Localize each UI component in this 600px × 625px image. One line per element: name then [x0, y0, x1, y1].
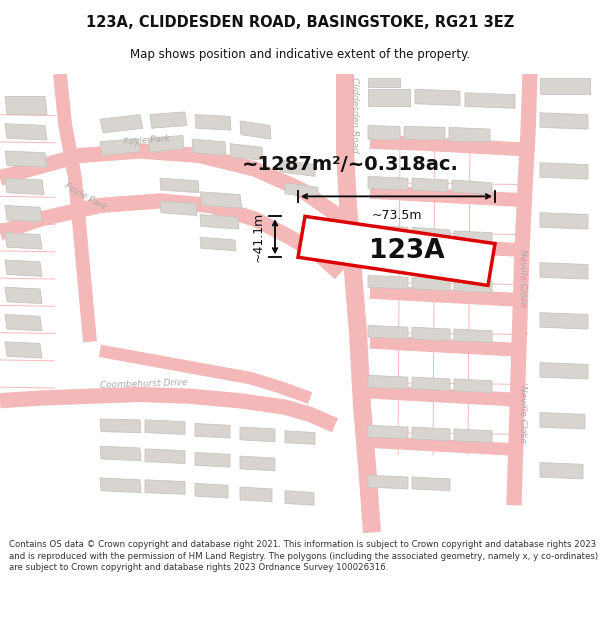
Text: 123A, CLIDDESDEN ROAD, BASINGSTOKE, RG21 3EZ: 123A, CLIDDESDEN ROAD, BASINGSTOKE, RG21…: [86, 14, 514, 29]
Polygon shape: [368, 425, 408, 439]
Polygon shape: [145, 420, 185, 434]
Polygon shape: [454, 231, 492, 244]
Polygon shape: [160, 201, 197, 216]
Polygon shape: [145, 480, 185, 494]
Polygon shape: [195, 484, 228, 498]
Polygon shape: [368, 176, 408, 190]
Polygon shape: [5, 260, 42, 276]
Polygon shape: [160, 178, 199, 192]
Polygon shape: [240, 121, 271, 139]
Polygon shape: [368, 376, 408, 389]
Polygon shape: [100, 446, 141, 461]
Polygon shape: [540, 462, 583, 479]
Polygon shape: [368, 126, 400, 140]
Polygon shape: [540, 78, 590, 94]
Polygon shape: [368, 326, 408, 339]
Polygon shape: [200, 192, 242, 208]
Text: Foyle Park: Foyle Park: [124, 134, 170, 147]
Polygon shape: [412, 228, 450, 241]
Polygon shape: [285, 431, 315, 444]
Polygon shape: [280, 160, 315, 176]
Polygon shape: [412, 477, 450, 491]
Polygon shape: [412, 377, 450, 391]
Polygon shape: [100, 138, 140, 156]
Polygon shape: [200, 238, 236, 251]
Polygon shape: [412, 328, 450, 341]
Polygon shape: [540, 262, 588, 279]
Polygon shape: [404, 126, 445, 140]
Polygon shape: [540, 312, 588, 329]
Polygon shape: [230, 144, 263, 160]
Polygon shape: [100, 478, 141, 492]
Polygon shape: [240, 427, 275, 442]
Polygon shape: [285, 182, 318, 198]
Polygon shape: [540, 213, 588, 229]
Polygon shape: [412, 278, 450, 291]
Polygon shape: [368, 78, 400, 88]
Polygon shape: [148, 136, 184, 152]
Text: Neville Close: Neville Close: [518, 386, 527, 443]
Polygon shape: [5, 232, 42, 249]
Polygon shape: [298, 216, 495, 286]
Polygon shape: [285, 491, 314, 505]
Polygon shape: [195, 114, 231, 130]
Polygon shape: [540, 412, 585, 429]
Polygon shape: [465, 93, 515, 108]
Text: Neville Close: Neville Close: [518, 249, 527, 307]
Text: ~41.1m: ~41.1m: [252, 212, 265, 262]
Polygon shape: [150, 112, 187, 128]
Text: 123A: 123A: [368, 238, 445, 264]
Polygon shape: [200, 214, 239, 229]
Text: ~73.5m: ~73.5m: [371, 209, 422, 222]
Polygon shape: [5, 124, 47, 140]
Polygon shape: [5, 288, 42, 304]
Text: Contains OS data © Crown copyright and database right 2021. This information is : Contains OS data © Crown copyright and d…: [9, 540, 598, 572]
Polygon shape: [449, 127, 490, 142]
Polygon shape: [452, 180, 492, 194]
Polygon shape: [540, 112, 588, 129]
Polygon shape: [5, 342, 42, 358]
Polygon shape: [145, 449, 185, 464]
Polygon shape: [5, 206, 42, 222]
Polygon shape: [368, 226, 408, 239]
Text: Map shows position and indicative extent of the property.: Map shows position and indicative extent…: [130, 48, 470, 61]
Polygon shape: [240, 487, 272, 502]
Polygon shape: [454, 279, 492, 292]
Polygon shape: [100, 419, 141, 432]
Text: Foyle Park: Foyle Park: [62, 181, 107, 212]
Polygon shape: [195, 424, 230, 438]
Polygon shape: [454, 329, 492, 342]
Polygon shape: [368, 89, 410, 106]
Polygon shape: [195, 452, 230, 467]
Polygon shape: [454, 379, 492, 392]
Text: Cliddesden Road: Cliddesden Road: [349, 77, 359, 152]
Polygon shape: [100, 114, 143, 132]
Polygon shape: [454, 429, 492, 442]
Polygon shape: [192, 139, 226, 156]
Polygon shape: [412, 178, 448, 192]
Polygon shape: [5, 96, 47, 114]
Polygon shape: [412, 427, 450, 441]
Polygon shape: [5, 314, 42, 331]
Polygon shape: [540, 162, 588, 179]
Text: ~1287m²/~0.318ac.: ~1287m²/~0.318ac.: [242, 155, 458, 174]
Polygon shape: [368, 276, 408, 289]
Polygon shape: [5, 151, 47, 168]
Polygon shape: [415, 89, 460, 106]
Text: Coombehurst Drive: Coombehurst Drive: [100, 378, 188, 391]
Polygon shape: [240, 456, 275, 471]
Polygon shape: [368, 475, 408, 489]
Polygon shape: [540, 362, 588, 379]
Polygon shape: [5, 178, 44, 194]
